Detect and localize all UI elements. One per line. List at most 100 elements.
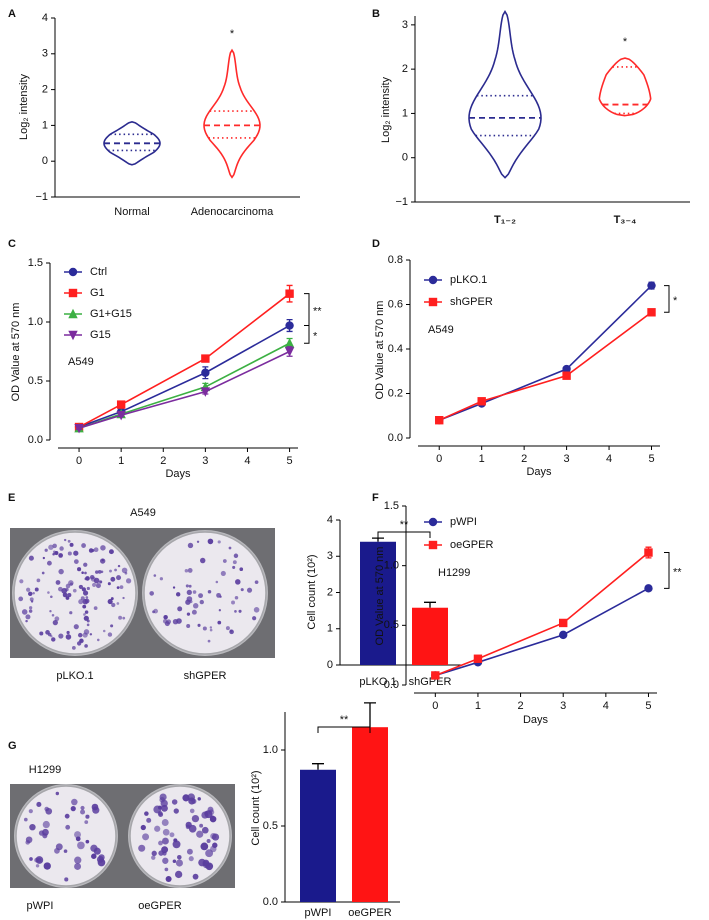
colony: [154, 825, 161, 832]
marker: [431, 671, 440, 680]
colony: [252, 616, 257, 621]
colony: [81, 571, 84, 574]
x-axis-label: Days: [526, 466, 552, 478]
colony: [44, 548, 48, 552]
colony: [93, 847, 101, 855]
colony: [233, 553, 239, 559]
colony: [186, 612, 191, 616]
colony: [58, 553, 63, 558]
colony: [93, 547, 99, 553]
colony: [210, 833, 217, 840]
colony: [158, 840, 163, 846]
colony: [59, 546, 64, 551]
y-axis-label: OD Value at 570 nm: [374, 301, 386, 400]
bracket: [317, 726, 371, 733]
y-tick-label: 0.0: [384, 679, 399, 691]
colony: [215, 580, 219, 584]
series-line: [438, 285, 653, 421]
legend-marker: [428, 540, 438, 550]
colony: [100, 570, 104, 574]
colony: [228, 546, 232, 550]
colony: [68, 580, 74, 586]
y-tick-label: 0.5: [28, 375, 43, 387]
colony: [235, 579, 241, 585]
y-tick-label: 2: [327, 586, 333, 598]
marker: [284, 347, 295, 357]
colony: [52, 550, 56, 554]
panel-letter: B: [372, 8, 380, 20]
colony: [206, 839, 211, 844]
colony: [28, 609, 33, 613]
colony: [187, 568, 193, 573]
bar: [360, 541, 396, 665]
colony: [82, 604, 87, 609]
x-tick-label: 2: [518, 700, 524, 712]
error-bar: [364, 702, 376, 728]
colony: [77, 841, 85, 850]
colony: [201, 826, 209, 834]
x-tick-label: 1: [475, 700, 481, 712]
colony: [55, 791, 60, 796]
colony: [217, 540, 221, 544]
series-line: [435, 587, 649, 677]
colony: [175, 859, 183, 867]
colony: [36, 801, 42, 807]
y-tick-label: 0.0: [263, 896, 278, 908]
series-line: [78, 350, 290, 429]
marker: [647, 308, 656, 317]
colony: [186, 848, 193, 855]
colony: [84, 820, 89, 825]
marker: [477, 397, 486, 406]
marker: [644, 548, 653, 557]
marker: [559, 630, 568, 640]
legend-marker: [428, 517, 438, 527]
colony: [207, 639, 211, 643]
colony: [84, 571, 87, 575]
x-tick-label: 2: [160, 455, 166, 467]
colony: [72, 588, 77, 593]
legend-marker: [68, 330, 78, 341]
colony: [254, 580, 259, 585]
colony: [218, 609, 221, 612]
colony: [234, 596, 239, 600]
colony: [49, 610, 52, 613]
colony: [116, 575, 122, 581]
colony: [188, 856, 194, 862]
colony: [86, 586, 90, 591]
x-tick-label: 3: [560, 700, 566, 712]
legend-marker: [68, 267, 78, 277]
colony: [161, 819, 169, 827]
colony: [174, 870, 183, 879]
colony: [86, 619, 90, 623]
colony: [192, 873, 199, 880]
y-tick-label: 0: [402, 152, 408, 164]
panel-letter: A: [8, 8, 16, 20]
colony: [191, 798, 197, 804]
colony: [196, 830, 204, 838]
x-tick-label: 0: [76, 455, 82, 467]
colony: [140, 824, 146, 831]
colony: [85, 596, 89, 599]
colony: [205, 862, 214, 871]
colony: [169, 832, 175, 838]
y-tick-label: 4: [327, 514, 333, 526]
plate: [15, 785, 117, 887]
y-tick-label: 1.0: [384, 560, 399, 572]
colony: [42, 556, 46, 560]
x-tick-label: shGPER: [409, 676, 452, 688]
colony: [67, 593, 72, 598]
x-tick-label: pLKO.1: [359, 676, 396, 688]
colony: [95, 583, 101, 589]
colony: [117, 564, 121, 568]
colony: [199, 823, 204, 828]
panel-letter: F: [372, 492, 379, 504]
colony: [153, 608, 158, 614]
colony: [25, 614, 31, 620]
colony: [85, 814, 90, 819]
legend-label: Ctrl: [90, 266, 107, 278]
x-tick-label: 5: [648, 453, 654, 465]
colony: [97, 858, 106, 867]
colony: [71, 646, 76, 650]
colony: [109, 569, 112, 573]
panel-letter: D: [372, 238, 380, 250]
